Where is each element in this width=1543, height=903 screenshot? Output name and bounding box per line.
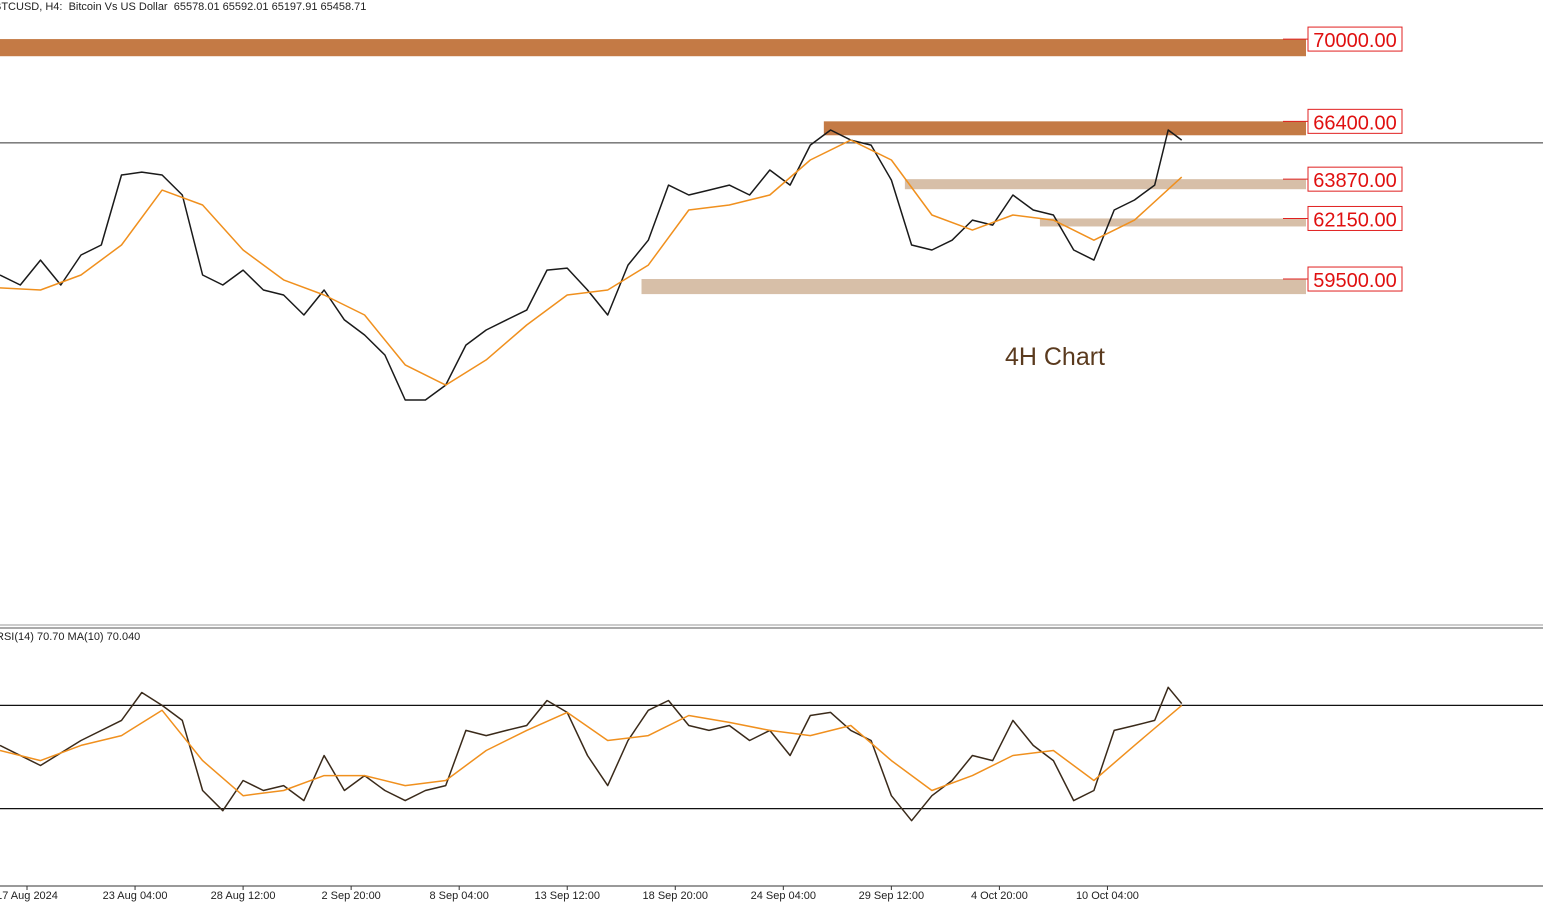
series-line [0, 704, 1183, 797]
chart-title: BTCUSD, H4: Bitcoin Vs US Dollar 65578.0… [0, 1, 366, 13]
x-tick-label: 17 Aug 2024 [0, 890, 58, 902]
x-tick-label: 4 Oct 20:00 [971, 890, 1028, 902]
zone-band [904, 179, 1306, 190]
x-tick-label: 2 Sep 20:00 [321, 890, 380, 902]
level-label-box [1307, 26, 1403, 52]
annotation: 4H Chart [1005, 343, 1105, 371]
series-line [0, 686, 1183, 822]
series-line [0, 129, 1183, 401]
zone-band [641, 279, 1306, 295]
level-label: 70000.00 [1313, 30, 1396, 52]
zone-band [0, 39, 1306, 57]
indicator-title: RSI(14) 70.70 MA(10) 70.040 [0, 631, 140, 643]
x-tick-label: 13 Sep 12:00 [535, 890, 600, 902]
x-tick-label: 8 Sep 04:00 [430, 890, 489, 902]
x-tick-label: 18 Sep 20:00 [643, 890, 708, 902]
x-tick-label: 28 Aug 12:00 [211, 890, 276, 902]
level-label-box [1307, 108, 1403, 134]
series-line [0, 139, 1183, 386]
x-tick-label: 24 Sep 04:00 [751, 890, 816, 902]
zone-band [1039, 218, 1306, 227]
level-label: 66400.00 [1313, 112, 1396, 134]
x-tick-label: 23 Aug 04:00 [103, 890, 168, 902]
level-label: 59500.00 [1313, 270, 1396, 292]
x-tick-label: 10 Oct 04:00 [1076, 890, 1139, 902]
level-label: 63870.00 [1313, 170, 1396, 192]
x-tick-label: 29 Sep 12:00 [859, 890, 924, 902]
level-label-box [1307, 166, 1403, 192]
zone-band [823, 121, 1306, 136]
level-label-box [1307, 205, 1403, 231]
level-label-box [1307, 266, 1403, 292]
level-label: 62150.00 [1313, 209, 1396, 231]
